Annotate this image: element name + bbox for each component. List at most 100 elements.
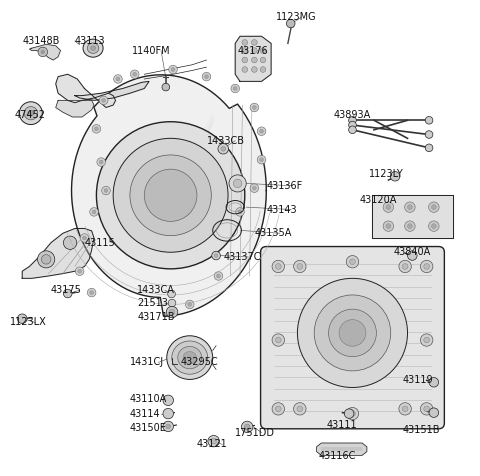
- Circle shape: [19, 102, 42, 125]
- Text: 1140FM: 1140FM: [132, 46, 171, 56]
- Circle shape: [236, 208, 244, 216]
- Circle shape: [348, 126, 356, 134]
- Text: 43121: 43121: [197, 439, 228, 449]
- Circle shape: [429, 221, 439, 231]
- Text: 1123LY: 1123LY: [369, 169, 404, 179]
- Circle shape: [402, 264, 408, 269]
- Circle shape: [229, 175, 246, 192]
- Circle shape: [272, 334, 285, 346]
- Circle shape: [429, 377, 439, 387]
- Circle shape: [130, 155, 211, 236]
- Circle shape: [37, 251, 55, 268]
- Text: 43893A: 43893A: [333, 109, 371, 119]
- Circle shape: [425, 131, 433, 139]
- Circle shape: [390, 171, 400, 181]
- Circle shape: [171, 68, 175, 71]
- Text: 43113: 43113: [75, 36, 106, 46]
- Text: 47452: 47452: [15, 109, 46, 119]
- Circle shape: [257, 127, 266, 136]
- FancyBboxPatch shape: [261, 247, 444, 429]
- Circle shape: [221, 147, 226, 151]
- Circle shape: [272, 403, 285, 415]
- Ellipse shape: [87, 43, 99, 53]
- Circle shape: [87, 288, 96, 297]
- Circle shape: [38, 47, 48, 57]
- Circle shape: [276, 337, 281, 343]
- Circle shape: [420, 334, 433, 346]
- Text: 43295C: 43295C: [180, 357, 218, 367]
- Circle shape: [166, 307, 178, 318]
- Circle shape: [252, 48, 257, 53]
- Circle shape: [252, 57, 257, 63]
- Circle shape: [314, 295, 391, 371]
- Text: 43175: 43175: [51, 285, 82, 295]
- Text: 1123LX: 1123LX: [10, 317, 47, 327]
- Circle shape: [276, 264, 281, 269]
- Circle shape: [399, 403, 411, 415]
- Circle shape: [298, 278, 408, 387]
- Circle shape: [297, 264, 303, 269]
- Circle shape: [425, 117, 433, 124]
- Circle shape: [208, 436, 219, 447]
- Text: 43143: 43143: [266, 205, 297, 215]
- Circle shape: [63, 289, 72, 298]
- Text: 1123MG: 1123MG: [276, 12, 316, 22]
- Circle shape: [90, 291, 94, 295]
- Circle shape: [287, 19, 295, 28]
- Ellipse shape: [172, 341, 208, 374]
- Text: 43115: 43115: [84, 238, 115, 248]
- Circle shape: [63, 236, 77, 249]
- Text: 43840A: 43840A: [393, 247, 431, 257]
- Circle shape: [386, 205, 391, 209]
- Circle shape: [99, 96, 108, 105]
- Circle shape: [328, 309, 376, 357]
- Circle shape: [163, 421, 173, 432]
- Ellipse shape: [167, 336, 213, 379]
- Circle shape: [424, 264, 430, 269]
- Circle shape: [163, 408, 173, 419]
- Circle shape: [260, 158, 264, 161]
- Circle shape: [408, 205, 412, 209]
- Circle shape: [260, 48, 266, 53]
- Circle shape: [233, 179, 242, 188]
- Circle shape: [216, 274, 220, 278]
- Circle shape: [252, 67, 257, 72]
- Circle shape: [432, 205, 436, 209]
- Circle shape: [383, 202, 394, 212]
- Circle shape: [104, 188, 108, 192]
- Text: 43148B: 43148B: [22, 36, 60, 46]
- Circle shape: [231, 84, 240, 93]
- Circle shape: [17, 314, 27, 323]
- Circle shape: [168, 299, 176, 307]
- Circle shape: [188, 303, 192, 307]
- Text: 1433CA: 1433CA: [137, 285, 175, 295]
- Circle shape: [346, 407, 359, 420]
- Circle shape: [346, 256, 359, 268]
- Circle shape: [260, 129, 264, 133]
- Circle shape: [349, 411, 355, 416]
- Text: 1431CJ: 1431CJ: [130, 357, 164, 367]
- Circle shape: [348, 117, 356, 124]
- Circle shape: [113, 139, 228, 252]
- Circle shape: [402, 406, 408, 412]
- Polygon shape: [29, 44, 60, 60]
- Circle shape: [233, 87, 237, 90]
- Circle shape: [90, 208, 98, 216]
- Circle shape: [102, 186, 110, 195]
- Circle shape: [83, 236, 86, 240]
- Polygon shape: [22, 228, 94, 278]
- Polygon shape: [56, 100, 94, 117]
- Circle shape: [41, 255, 51, 264]
- Ellipse shape: [178, 347, 202, 369]
- Circle shape: [242, 57, 248, 63]
- Circle shape: [116, 77, 120, 81]
- Text: 43120A: 43120A: [360, 195, 397, 205]
- Polygon shape: [317, 443, 367, 456]
- Circle shape: [297, 406, 303, 412]
- Text: 43151B: 43151B: [403, 425, 440, 435]
- Circle shape: [252, 40, 257, 45]
- Circle shape: [386, 224, 391, 228]
- Circle shape: [344, 409, 354, 418]
- Text: 1751DD: 1751DD: [235, 427, 275, 437]
- Text: 21513: 21513: [137, 298, 168, 308]
